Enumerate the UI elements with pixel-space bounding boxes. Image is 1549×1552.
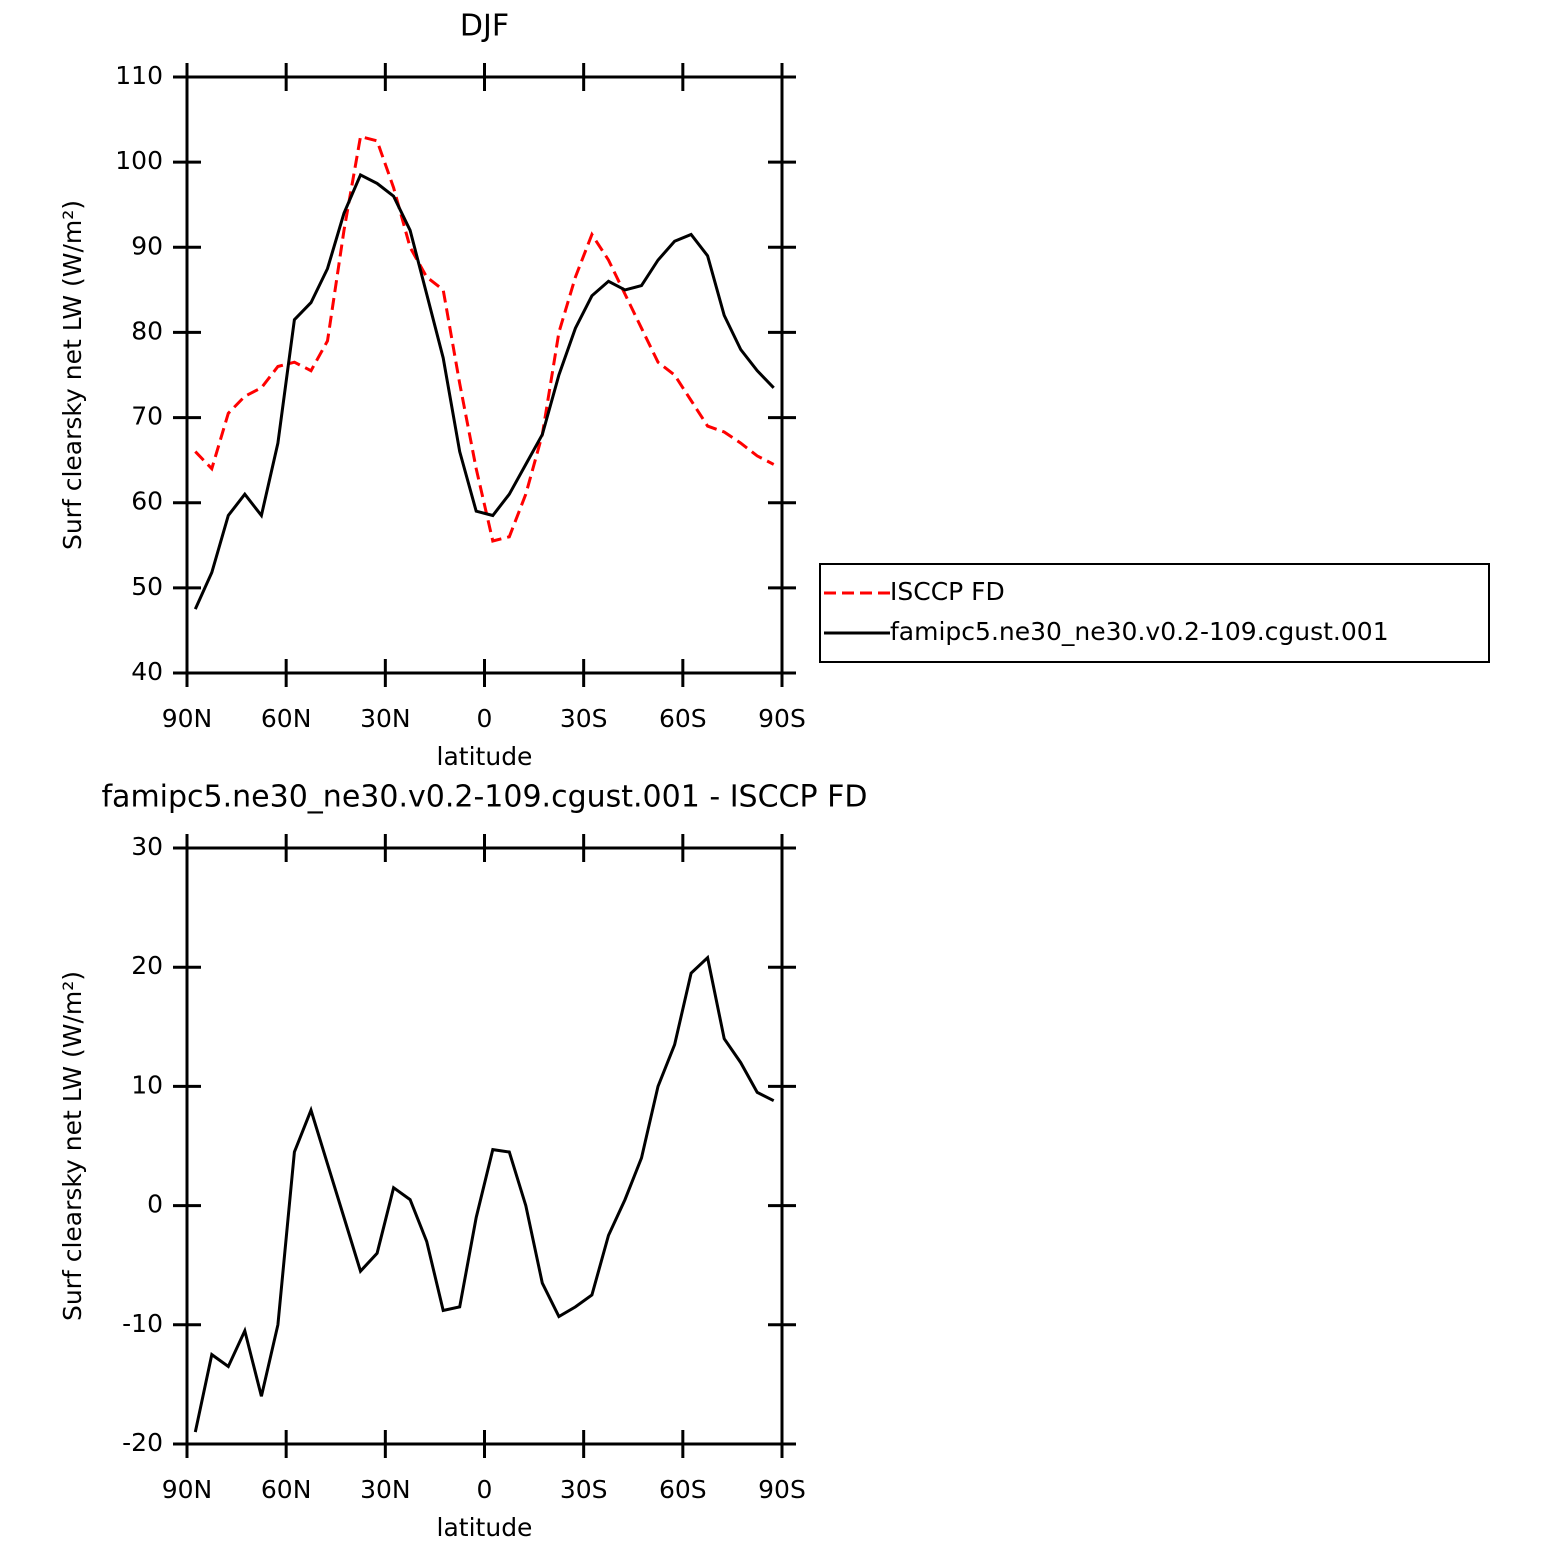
x-tick-label: 60S (659, 1475, 707, 1504)
y-tick-label: 10 (131, 1070, 163, 1099)
legend-label: famipc5.ne30_ne30.v0.2-109.cgust.001 (890, 617, 1389, 646)
y-tick-label: 110 (115, 61, 163, 90)
legend-label: ISCCP FD (890, 577, 1005, 606)
x-tick-label: 60N (261, 704, 312, 733)
y-tick-label: 100 (115, 146, 163, 175)
y-tick-label: 30 (131, 832, 163, 861)
y-tick-label: 70 (131, 402, 163, 431)
x-tick-label: 90S (758, 1475, 806, 1504)
y-axis-label: Surf clearsky net LW (W/m²) (58, 971, 87, 1321)
x-axis-label: latitude (437, 742, 533, 771)
x-tick-label: 60N (261, 1475, 312, 1504)
chart-title: DJF (460, 9, 509, 44)
x-tick-label: 30N (360, 1475, 411, 1504)
y-axis-label: Surf clearsky net LW (W/m²) (58, 200, 87, 550)
plot-frame (185, 846, 784, 1446)
x-tick-label: 30S (560, 704, 608, 733)
y-tick-label: -20 (122, 1428, 163, 1457)
y-tick-label: 60 (131, 487, 163, 516)
data-line (193, 954, 775, 1433)
x-tick-label: 60S (659, 704, 707, 733)
plot-frame (185, 75, 784, 675)
y-tick-label: 80 (131, 316, 163, 345)
data-line (194, 134, 775, 543)
data-line (193, 172, 775, 610)
x-tick-label: 30N (360, 704, 411, 733)
x-tick-label: 90S (758, 704, 806, 733)
legend-box (819, 563, 1490, 663)
x-tick-label: 0 (477, 1475, 493, 1504)
y-tick-label: 0 (147, 1190, 163, 1219)
y-tick-label: 40 (131, 657, 163, 686)
x-axis-label: latitude (437, 1513, 533, 1542)
x-tick-label: 30S (560, 1475, 608, 1504)
y-tick-label: -10 (122, 1309, 163, 1338)
x-tick-label: 90N (162, 704, 213, 733)
y-tick-label: 20 (131, 951, 163, 980)
x-tick-label: 90N (162, 1475, 213, 1504)
y-tick-label: 90 (131, 231, 163, 260)
x-tick-label: 0 (477, 704, 493, 733)
y-tick-label: 50 (131, 572, 163, 601)
chart-title: famipc5.ne30_ne30.v0.2-109.cgust.001 - I… (102, 780, 868, 815)
